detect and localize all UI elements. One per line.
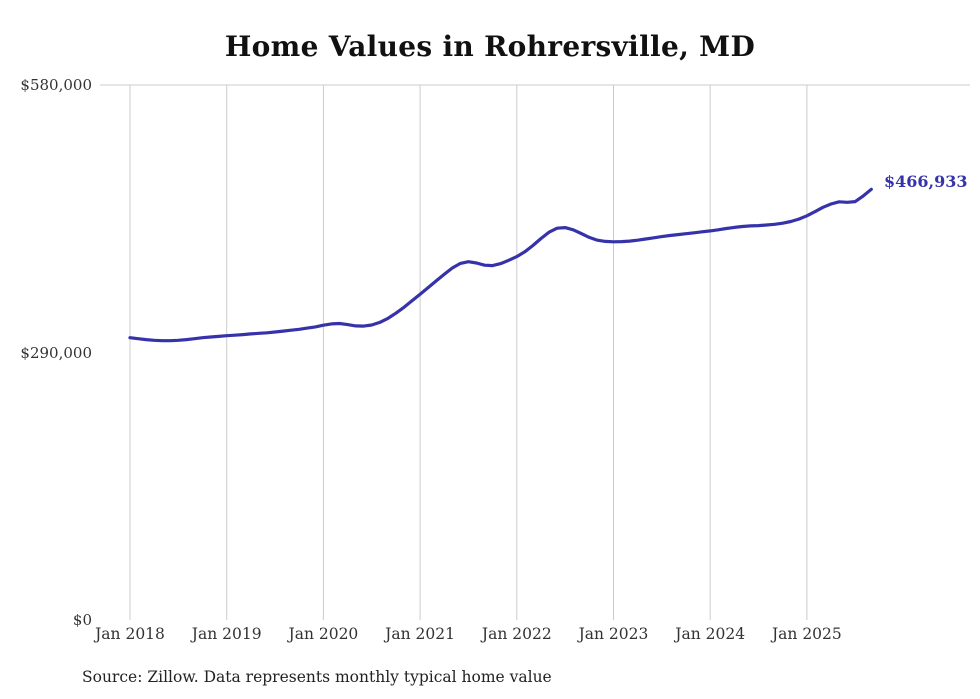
y-axis-tick-label: $580,000 bbox=[20, 76, 92, 94]
x-axis-tick-label: Jan 2024 bbox=[675, 625, 746, 643]
x-axis-tick-label: Jan 2021 bbox=[385, 625, 455, 643]
x-axis-tick-label: Jan 2023 bbox=[578, 625, 649, 643]
x-axis-tick-label: Jan 2018 bbox=[95, 625, 165, 643]
x-axis-tick-label: Jan 2025 bbox=[771, 625, 842, 643]
source-note: Source: Zillow. Data represents monthly … bbox=[82, 668, 552, 686]
y-axis-tick-label: $0 bbox=[72, 611, 92, 629]
x-axis-tick-label: Jan 2019 bbox=[191, 625, 262, 643]
chart-title: Home Values in Rohrersville, MD bbox=[224, 30, 756, 63]
latest-value-label: $466,933 bbox=[884, 172, 968, 191]
x-axis-tick-label: Jan 2022 bbox=[481, 625, 552, 643]
x-axis-tick-label: Jan 2020 bbox=[288, 625, 359, 643]
value-line bbox=[128, 187, 873, 343]
y-axis-tick-label: $290,000 bbox=[20, 343, 92, 362]
